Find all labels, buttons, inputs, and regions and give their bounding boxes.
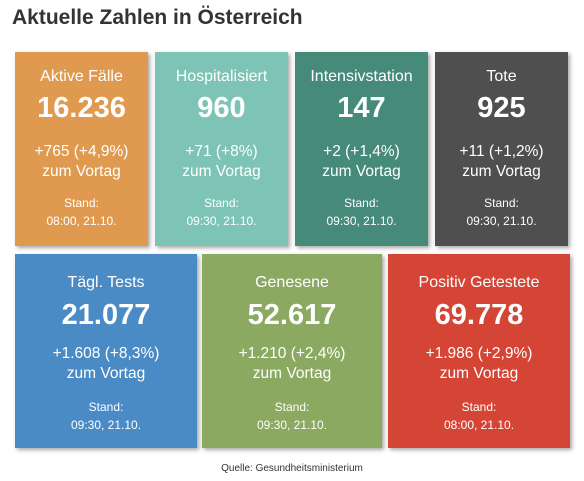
card-value: 925 <box>477 92 526 124</box>
card-change: +1.608 (+8,3%) zum Vortag <box>15 344 197 384</box>
card-label: Positiv Getestete <box>418 274 540 291</box>
page-title: Aktuelle Zahlen in Österreich <box>12 6 303 29</box>
card-value: 69.778 <box>434 299 524 331</box>
card-change: +11 (+1,2%) zum Vortag <box>435 142 568 182</box>
card-value: 52.617 <box>247 299 337 331</box>
card-value: 147 <box>337 92 386 124</box>
card-hospitalisiert: Hospitalisiert 960 +71 (+8%) zum Vortag … <box>155 52 288 246</box>
stand-label: Stand: <box>461 400 497 414</box>
card-label: Genesene <box>255 274 329 291</box>
stand-time: 09:30, 21.10. <box>186 214 257 228</box>
change-amount: +765 (+4,9%) <box>34 143 129 160</box>
card-value: 21.077 <box>61 299 151 331</box>
stand-label: Stand: <box>88 400 124 414</box>
change-suffix: zum Vortag <box>322 163 401 180</box>
card-value: 16.236 <box>37 92 126 124</box>
card-intensivstation: Intensivstation 147 +2 (+1,4%) zum Vorta… <box>295 52 428 246</box>
card-value: 960 <box>197 92 246 124</box>
card-tote: Tote 925 +11 (+1,2%) zum Vortag Stand: 0… <box>435 52 568 246</box>
change-amount: +2 (+1,4%) <box>323 143 400 160</box>
card-change: +1.986 (+2,9%) zum Vortag <box>388 344 570 384</box>
card-taegl-tests: Tägl. Tests 21.077 +1.608 (+8,3%) zum Vo… <box>15 254 197 448</box>
change-amount: +11 (+1,2%) <box>459 143 544 160</box>
change-amount: +71 (+8%) <box>185 143 258 160</box>
change-amount: +1.210 (+2,4%) <box>238 345 346 362</box>
stand-time: 09:30, 21.10. <box>326 214 397 228</box>
change-suffix: zum Vortag <box>42 163 121 180</box>
stand-label: Stand: <box>64 196 99 210</box>
stand-time: 08:00, 21.10. <box>443 418 515 432</box>
card-genesene: Genesene 52.617 +1.210 (+2,4%) zum Vorta… <box>202 254 382 448</box>
stand-label: Stand: <box>344 196 379 210</box>
change-amount: +1.608 (+8,3%) <box>52 345 160 362</box>
change-amount: +1.986 (+2,9%) <box>425 345 533 362</box>
card-change: +71 (+8%) zum Vortag <box>155 142 288 182</box>
card-label: Hospitalisiert <box>175 68 268 85</box>
card-change: +2 (+1,4%) zum Vortag <box>295 142 428 182</box>
stand-label: Stand: <box>484 196 519 210</box>
stand-time: 09:30, 21.10. <box>256 418 328 432</box>
stand-time: 09:30, 21.10. <box>70 418 142 432</box>
change-suffix: zum Vortag <box>66 365 146 382</box>
source-note: Quelle: Gesundheitsministerium <box>221 463 363 474</box>
card-label: Aktive Fälle <box>40 68 123 85</box>
stand-label: Stand: <box>204 196 239 210</box>
card-change: +1.210 (+2,4%) zum Vortag <box>202 344 382 384</box>
stand-time: 08:00, 21.10. <box>46 214 117 228</box>
change-suffix: zum Vortag <box>462 163 541 180</box>
change-suffix: zum Vortag <box>439 365 519 382</box>
card-label: Tote <box>486 68 517 85</box>
stand-label: Stand: <box>274 400 310 414</box>
change-suffix: zum Vortag <box>182 163 261 180</box>
card-positiv-getestete: Positiv Getestete 69.778 +1.986 (+2,9%) … <box>388 254 570 448</box>
change-suffix: zum Vortag <box>252 365 332 382</box>
card-change: +765 (+4,9%) zum Vortag <box>15 142 148 182</box>
card-label: Tägl. Tests <box>67 274 145 291</box>
card-label: Intensivstation <box>310 68 413 85</box>
card-aktive-faelle: Aktive Fälle 16.236 +765 (+4,9%) zum Vor… <box>15 52 148 246</box>
stand-time: 09:30, 21.10. <box>466 214 537 228</box>
